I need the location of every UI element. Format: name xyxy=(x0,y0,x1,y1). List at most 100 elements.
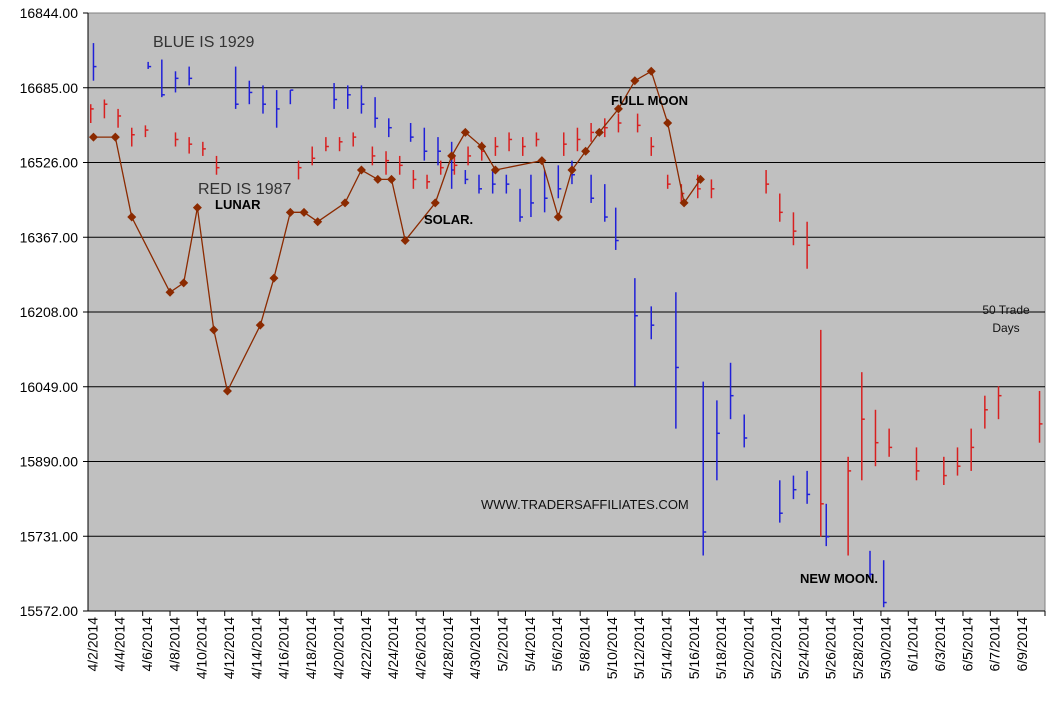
lunar-solar-marker xyxy=(127,212,137,222)
lunar-solar-marker xyxy=(373,174,383,184)
bar-1987 xyxy=(820,329,824,537)
bar-1987 xyxy=(650,137,655,156)
red-legend-label: RED IS 1987 xyxy=(198,181,291,198)
bar-1929 xyxy=(275,90,280,128)
x-tick-label: 4/14/2014 xyxy=(248,617,264,679)
bar-1987 xyxy=(426,174,431,189)
gridlines xyxy=(83,12,1045,612)
bar-1987 xyxy=(604,118,608,138)
y-axis-tick-labels: 16844.00 16685.00 16526.00 16367.00 16208.00… xyxy=(20,5,79,619)
lunar-solar-marker xyxy=(179,278,189,288)
bar-1987 xyxy=(385,151,390,175)
bar-1987 xyxy=(522,137,526,156)
lunar-solar-marker xyxy=(460,127,470,137)
bar-1987 xyxy=(576,127,581,152)
bar-1929 xyxy=(347,85,351,109)
bar-1929 xyxy=(478,174,483,194)
website-watermark: WWW.TRADERSAFFILIATES.COM xyxy=(481,497,689,512)
lunar-solar-polyline xyxy=(93,70,702,393)
x-tick-label: 6/5/2014 xyxy=(959,617,975,672)
y-tick-label: 16367.00 xyxy=(20,229,79,245)
x-tick-label: 5/18/2014 xyxy=(713,617,729,679)
bar-1987 xyxy=(412,170,417,189)
x-axis-tick-labels: 4/2/2014 4/4/2014 4/6/2014 4/8/2014 4/10/201… xyxy=(84,611,1046,679)
bar-1987 xyxy=(202,141,206,156)
bar-1987 xyxy=(215,155,220,175)
bar-1929 xyxy=(92,43,97,81)
lunar-solar-marker xyxy=(537,156,547,166)
bar-1987 xyxy=(297,160,302,180)
lunar-solar-marker xyxy=(630,76,640,86)
bar-1987 xyxy=(338,137,343,152)
x-tick-label: 4/10/2014 xyxy=(194,617,210,679)
lunar-label: LUNAR xyxy=(215,197,261,212)
bar-1929 xyxy=(792,475,797,500)
bar-1929 xyxy=(519,188,524,222)
bar-1929 xyxy=(388,118,392,138)
bar-1929 xyxy=(650,306,655,340)
bar-1929 xyxy=(634,278,638,387)
full-moon-label: FULL MOON xyxy=(611,93,688,108)
x-tick-label: 4/24/2014 xyxy=(385,617,401,679)
lunar-solar-marker xyxy=(646,66,656,76)
bar-1929 xyxy=(248,80,253,105)
x-tick-label: 6/1/2014 xyxy=(905,617,921,672)
bar-1987 xyxy=(806,221,811,269)
bar-1929 xyxy=(147,61,152,69)
lunar-solar-marker xyxy=(447,151,457,161)
bar-1987 xyxy=(874,409,879,467)
bar-1929 xyxy=(360,85,365,114)
x-tick-label: 4/4/2014 xyxy=(112,617,128,672)
bar-1929 xyxy=(234,66,239,109)
bar-1987 xyxy=(710,179,715,199)
lunar-solar-marker xyxy=(567,165,577,175)
bar-1929 xyxy=(161,59,165,98)
bar-1929 xyxy=(423,127,428,161)
bar-1929 xyxy=(437,137,441,166)
bar-1987 xyxy=(453,155,458,175)
bar-1987 xyxy=(563,132,567,156)
bar-1987 xyxy=(494,137,499,156)
bar-1929 xyxy=(543,170,548,213)
lunar-solar-marker xyxy=(400,236,410,246)
y-tick-label: 16526.00 xyxy=(20,155,79,171)
x-tick-label: 4/16/2014 xyxy=(276,617,292,679)
lunar-solar-marker xyxy=(387,174,397,184)
lunar-solar-marker xyxy=(340,198,350,208)
bar-1929 xyxy=(729,362,734,420)
x-tick-label: 5/26/2014 xyxy=(823,617,839,679)
x-tick-label: 4/18/2014 xyxy=(303,617,319,679)
blue-legend-label: BLUE IS 1929 xyxy=(153,34,255,51)
bar-1929 xyxy=(869,550,874,580)
lunar-solar-marker xyxy=(299,207,309,217)
bar-1987 xyxy=(325,137,329,152)
bar-1987 xyxy=(535,132,540,147)
bar-1987 xyxy=(117,108,122,128)
solar-label: SOLAR. xyxy=(424,212,473,227)
bar-1929 xyxy=(675,292,679,429)
new-moon-label: NEW MOON. xyxy=(800,571,878,586)
bar-1929 xyxy=(779,480,783,523)
x-tick-label: 4/12/2014 xyxy=(221,617,237,679)
bar-1987 xyxy=(590,123,595,142)
bar-1987 xyxy=(617,113,622,133)
x-tick-label: 5/20/2014 xyxy=(741,617,757,679)
trade-days-line1: 50 Trade xyxy=(982,303,1030,317)
bar-1929 xyxy=(491,170,496,194)
x-tick-label: 4/6/2014 xyxy=(139,617,155,672)
bar-1929 xyxy=(289,89,294,105)
lunar-solar-marker xyxy=(192,203,202,213)
x-tick-label: 5/10/2014 xyxy=(604,617,620,679)
y-tick-label: 16685.00 xyxy=(20,80,79,96)
bar-1987 xyxy=(779,193,783,222)
y-tick-label: 15572.00 xyxy=(20,603,79,619)
y-tick-label: 15731.00 xyxy=(20,528,79,544)
lunar-solar-marker xyxy=(430,198,440,208)
lunar-solar-marker xyxy=(255,320,265,330)
y-tick-label: 15890.00 xyxy=(20,454,79,470)
bar-1987 xyxy=(103,99,108,119)
bar-1929 xyxy=(614,207,619,250)
x-tick-label: 5/4/2014 xyxy=(522,617,538,672)
bar-1929 xyxy=(702,381,707,556)
